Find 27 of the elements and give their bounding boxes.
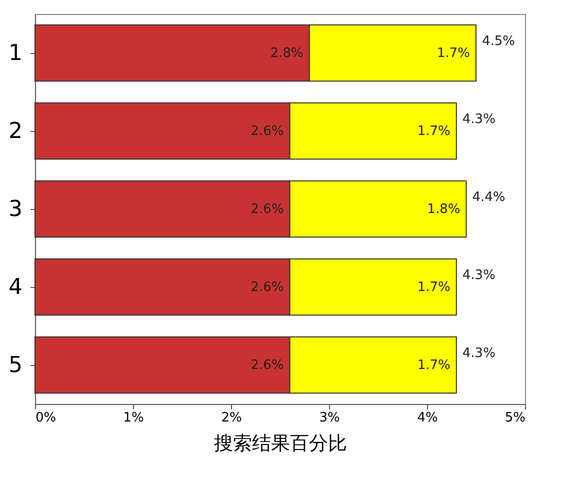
- data-label: 2.6%: [250, 358, 284, 373]
- y-tick-label: 2: [8, 119, 22, 144]
- y-tick-label: 1: [8, 41, 22, 66]
- total-label: 4.3%: [462, 268, 496, 283]
- x-tick-label: 0%: [36, 410, 56, 426]
- y-tick-label: 4: [8, 275, 22, 300]
- data-label: 1.7%: [436, 46, 470, 61]
- data-label: 2.6%: [250, 280, 284, 295]
- data-label: 1.7%: [417, 124, 450, 139]
- data-label: 2.6%: [250, 124, 284, 139]
- y-tick-label: 3: [8, 197, 22, 222]
- x-tick-label: 2%: [221, 410, 242, 426]
- data-label: 1.7%: [417, 280, 450, 295]
- x-tick-label: 4%: [417, 410, 438, 426]
- y-tick-label: 5: [8, 353, 22, 378]
- total-label: 4.4%: [472, 190, 506, 205]
- x-axis-title: 搜索结果百分比: [214, 432, 347, 454]
- data-label: 2.8%: [270, 46, 304, 61]
- data-label: 1.8%: [427, 202, 460, 217]
- x-tick-label: 1%: [123, 410, 144, 426]
- data-label: 1.7%: [417, 358, 450, 373]
- total-label: 4.5%: [482, 34, 516, 49]
- total-label: 4.3%: [462, 112, 496, 127]
- x-tick-label: 3%: [319, 410, 340, 426]
- data-label: 2.6%: [250, 202, 284, 217]
- x-tick-label: 5%: [504, 410, 526, 426]
- total-label: 4.3%: [462, 346, 496, 361]
